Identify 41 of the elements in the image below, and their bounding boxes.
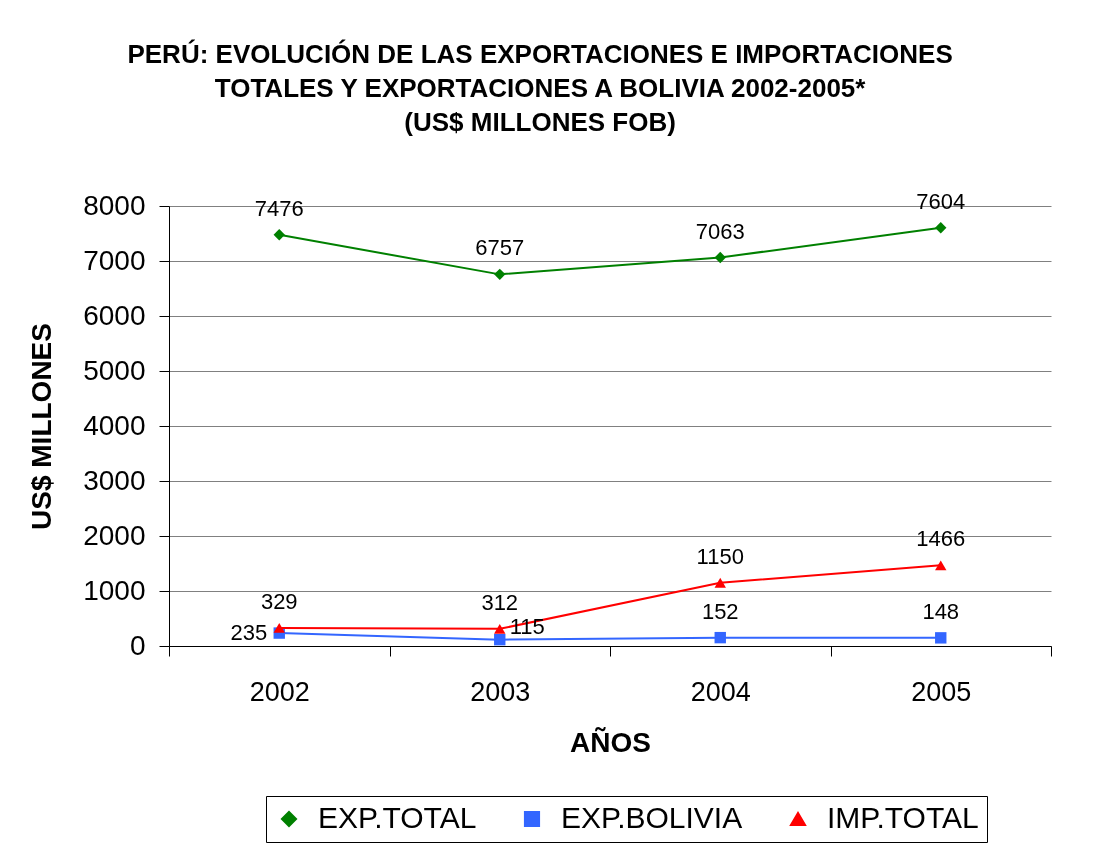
data-label: 329 bbox=[260, 588, 298, 614]
y-tick-label: 1000 bbox=[83, 574, 146, 606]
data-label: 6757 bbox=[475, 235, 525, 261]
y-tick-label: 3000 bbox=[83, 464, 146, 496]
point bbox=[935, 560, 947, 571]
y-tick-label: 4000 bbox=[83, 409, 146, 441]
data-label: 7063 bbox=[695, 218, 745, 244]
point bbox=[273, 622, 285, 633]
data-label: 152 bbox=[701, 598, 739, 624]
data-label: 7604 bbox=[916, 188, 966, 214]
legend-label: IMP.TOTAL bbox=[827, 801, 979, 834]
data-label: 235 bbox=[230, 620, 268, 646]
data-label: 312 bbox=[481, 589, 519, 615]
point bbox=[714, 631, 726, 644]
legend-label: EXP.BOLIVIA bbox=[561, 801, 743, 834]
data-label: 1466 bbox=[916, 526, 966, 552]
x-axis-title: AÑOS bbox=[570, 726, 651, 758]
point bbox=[714, 577, 726, 588]
chart-title: PERÚ: EVOLUCIÓN DE LAS EXPORTACIONES E IMPORTACIONES TOTALES Y EXPORTACIONES A BOLIVIA 2002-2005* (US$ MILLONES FOB) bbox=[127, 38, 953, 137]
x-tick-label: 2005 bbox=[911, 676, 972, 707]
y-tick-label: 6000 bbox=[83, 299, 146, 331]
y-tick-label: 8000 bbox=[83, 189, 146, 221]
y-tick-label: 0 bbox=[129, 629, 146, 661]
point bbox=[494, 623, 506, 634]
point bbox=[935, 632, 947, 644]
y-axis-title: US$ MILLONES bbox=[26, 323, 58, 530]
data-label: 7476 bbox=[254, 195, 304, 221]
data-label: 1150 bbox=[696, 543, 744, 569]
point bbox=[494, 268, 506, 281]
point bbox=[273, 229, 285, 241]
data-label: 148 bbox=[922, 598, 960, 624]
y-tick-label: 2000 bbox=[83, 519, 146, 551]
x-tick-label: 2004 bbox=[690, 676, 751, 707]
y-tick-label: 7000 bbox=[83, 244, 146, 276]
point bbox=[494, 633, 506, 646]
x-tick-label: 2002 bbox=[249, 676, 310, 707]
legend-label: EXP.TOTAL bbox=[318, 801, 477, 834]
point bbox=[935, 222, 947, 234]
y-tick-label: 5000 bbox=[83, 354, 146, 386]
x-tick-label: 2003 bbox=[470, 676, 531, 707]
point bbox=[714, 251, 726, 264]
